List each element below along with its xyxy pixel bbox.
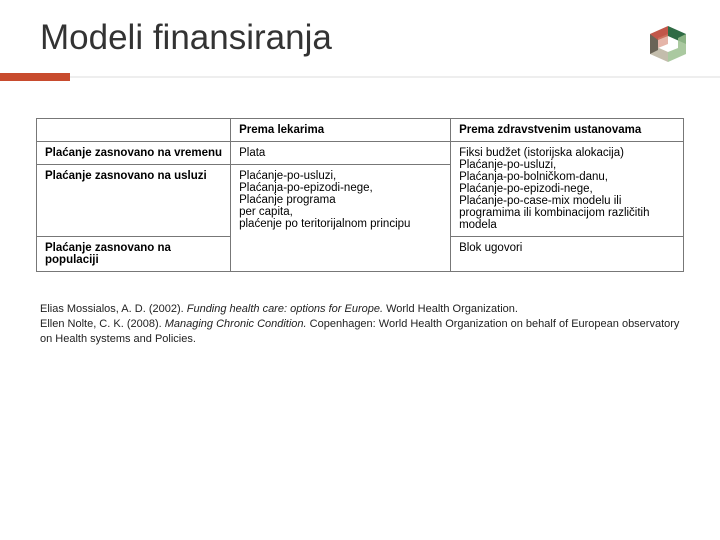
col-header-institutions: Prema zdravstvenim ustanovama [451,119,684,142]
cell-population-institutions: Blok ugovori [451,237,684,272]
financing-models-table: Prema lekarima Prema zdravstvenim ustano… [36,118,684,272]
accent-bar [0,73,70,81]
main-content: Prema lekarima Prema zdravstvenim ustano… [0,78,720,272]
citation-line-2: Ellen Nolte, C. K. (2008). Managing Chro… [40,317,680,347]
row-label-time: Plaćanje zasnovano na vremenu [37,142,231,165]
cell-service-doctors: Plaćanje-po-usluzi,Plaćanja-po-epizodi-n… [231,165,451,272]
col-header-empty [37,119,231,142]
citation-line-1: Elias Mossialos, A. D. (2002). Funding h… [40,302,680,317]
col-header-doctors: Prema lekarima [231,119,451,142]
row-label-service: Plaćanje zasnovano na usluzi [37,165,231,237]
table-header-row: Prema lekarima Prema zdravstvenim ustano… [37,119,684,142]
cell-time-institutions: Fiksi budžet (istorijska alokacija)Plaća… [451,142,684,237]
logo-icon [644,20,692,68]
page-title: Modeli finansiranja [40,18,680,58]
divider [0,76,720,78]
slide-header: Modeli finansiranja [0,0,720,66]
citation-block: Elias Mossialos, A. D. (2002). Funding h… [0,272,720,347]
cell-time-doctors: Plata [231,142,451,165]
table-row: Plaćanje zasnovano na vremenu Plata Fiks… [37,142,684,165]
row-label-population: Plaćanje zasnovano na populaciji [37,237,231,272]
